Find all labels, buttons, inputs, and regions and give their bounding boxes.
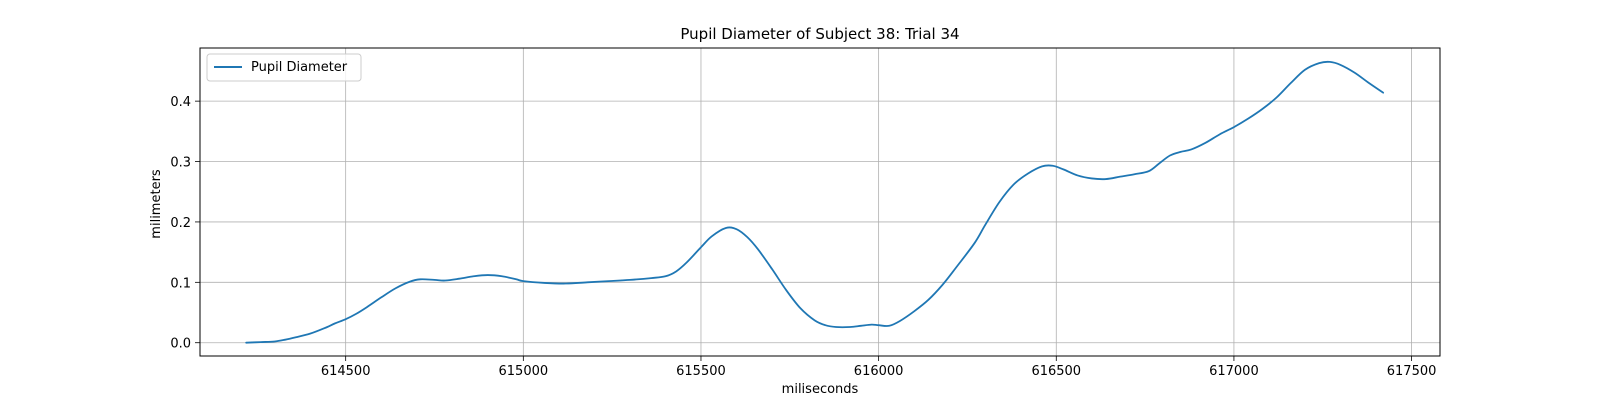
y-tick-label: 0.1: [170, 276, 191, 291]
chart-title: Pupil Diameter of Subject 38: Trial 34: [680, 25, 959, 43]
y-axis: 0.0 0.1 0.2 0.3 0.4: [170, 95, 200, 352]
x-tick-label: 616500: [1031, 364, 1081, 379]
x-tick-label: 617000: [1209, 364, 1259, 379]
x-axis: 614500 615000 615500 616000 616500 617000 6175…: [321, 356, 1437, 379]
x-tick-label: 615500: [676, 364, 726, 379]
grid-layer: [200, 48, 1440, 356]
legend: Pupil Diameter: [206, 53, 362, 82]
y-tick-label: 0.0: [170, 337, 191, 352]
x-axis-label: miliseconds: [782, 382, 859, 397]
series-layer: [245, 60, 1385, 344]
series-line-pupil-diameter: [245, 60, 1385, 344]
x-tick-label: 617500: [1387, 364, 1437, 379]
x-tick-label: 616000: [854, 364, 904, 379]
legend-box: [206, 53, 362, 82]
y-axis-label: milimeters: [149, 169, 164, 239]
plot-area-frame: [199, 47, 1441, 357]
y-tick-label: 0.4: [170, 95, 191, 110]
y-tick-label: 0.3: [170, 156, 191, 171]
x-tick-label: 615000: [499, 364, 549, 379]
y-tick-label: 0.2: [170, 216, 191, 231]
x-tick-label: 614500: [321, 364, 371, 379]
legend-label: Pupil Diameter: [251, 60, 348, 75]
